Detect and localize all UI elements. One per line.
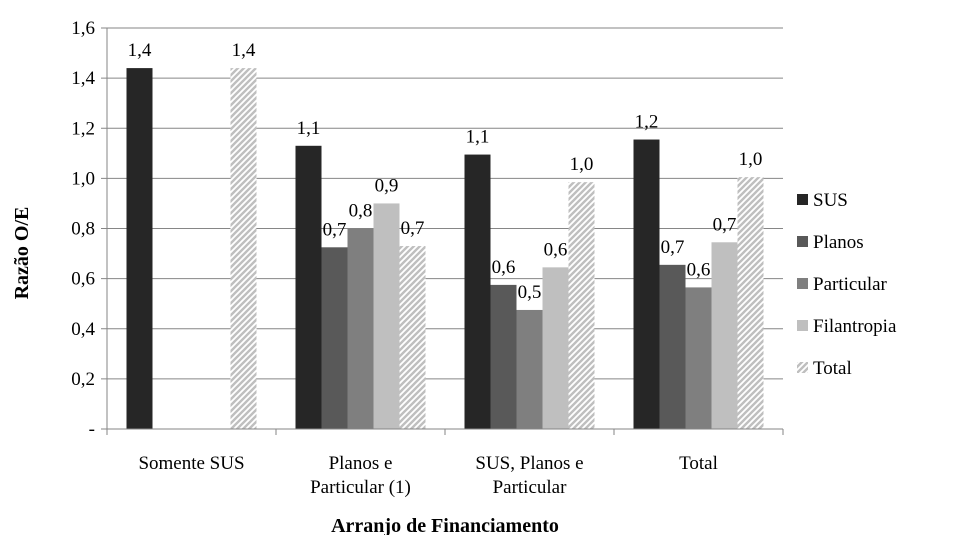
data-label: 1,1	[466, 127, 490, 148]
data-label: 0,7	[661, 237, 685, 258]
x-tick-label: Total	[679, 453, 718, 474]
bar-particular	[516, 309, 543, 429]
x-axis-title: Arranjo de Financiamento	[331, 515, 559, 535]
data-labels: 1,4 1,41,10,70,80,90,71,10,60,50,61,01,20…	[128, 40, 763, 303]
data-label: 0,6	[687, 259, 711, 280]
x-tick-label: SUS, Planos e	[475, 453, 583, 474]
legend: SUS Planos Particular Filantropia Total	[797, 190, 897, 379]
bar-total	[568, 182, 595, 429]
data-label: 0,7	[323, 219, 347, 240]
bar-planos	[490, 284, 517, 429]
y-tick-label: -	[89, 419, 95, 440]
data-label: 0,8	[349, 201, 373, 222]
x-tick-label: Particular	[493, 477, 568, 498]
x-tick-label: Planos e	[329, 453, 393, 474]
bar-total	[737, 177, 764, 429]
legend-label: Planos	[813, 232, 864, 253]
bar-particular	[347, 228, 374, 429]
bar-planos	[659, 264, 686, 429]
data-label: 0,9	[375, 175, 399, 196]
data-label: 1,1	[297, 118, 321, 139]
y-tick-label: 0,8	[71, 219, 95, 240]
bar-total	[399, 246, 426, 429]
y-tick-label: 0,4	[71, 319, 95, 340]
legend-label: Filantropia	[813, 316, 897, 337]
gridlines	[107, 27, 783, 380]
bar-filantropia	[373, 203, 400, 429]
bar-filantropia	[542, 267, 569, 429]
y-tick-label: 1,6	[71, 18, 95, 39]
bar-sus	[295, 145, 322, 429]
data-label: 0,7	[713, 214, 737, 235]
legend-swatch	[797, 278, 808, 289]
legend-swatch	[797, 362, 808, 373]
y-tick-label: 1,0	[71, 168, 95, 189]
bar-planos	[321, 247, 348, 429]
axes: - 0,2 0,4 0,6 0,8 1,0 1,2 1,4 1,6 Somente SUS Plan…	[71, 18, 784, 498]
bar-sus	[464, 154, 491, 430]
legend-swatch	[797, 194, 808, 205]
data-label: 0,6	[492, 257, 516, 278]
y-tick-label: 0,2	[71, 369, 95, 390]
data-label: 0,5	[518, 282, 542, 303]
x-tick-label: Somente SUS	[138, 453, 244, 474]
data-label: 1,0	[739, 149, 763, 170]
bars-group	[126, 68, 764, 430]
y-tick-label: 1,2	[71, 118, 95, 139]
y-axis-title: Razão O/E	[11, 207, 33, 300]
data-label: 1,2	[635, 112, 659, 133]
legend-swatch	[797, 320, 808, 331]
y-tick-label: 0,6	[71, 269, 95, 290]
data-label: 0,7	[401, 218, 425, 239]
y-tick-label: 1,4	[71, 68, 95, 89]
bar-total	[230, 68, 257, 429]
legend-label: SUS	[813, 190, 848, 211]
legend-swatch	[797, 236, 808, 247]
bar-filantropia	[711, 242, 738, 429]
data-label: 1,4	[128, 40, 152, 61]
data-label: 1,4	[232, 40, 256, 61]
data-label: 1,0	[570, 154, 594, 175]
legend-label: Particular	[813, 274, 888, 295]
x-tick-label: Particular (1)	[310, 477, 411, 498]
bar-sus	[633, 139, 660, 429]
data-label: 0,6	[544, 239, 568, 260]
bar-particular	[685, 287, 712, 429]
bar-sus	[126, 68, 153, 429]
legend-label: Total	[813, 358, 852, 379]
